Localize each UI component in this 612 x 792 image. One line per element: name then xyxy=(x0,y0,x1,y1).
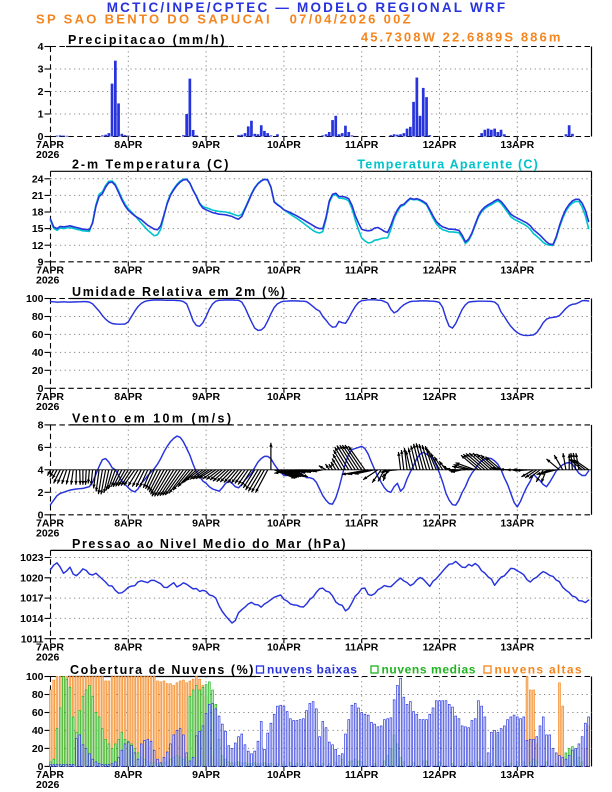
svg-text:4: 4 xyxy=(38,41,44,53)
svg-text:7APR: 7APR xyxy=(36,391,64,403)
svg-text:100: 100 xyxy=(26,293,44,305)
svg-text:2026: 2026 xyxy=(36,149,60,161)
svg-text:nuvens baixas: nuvens baixas xyxy=(267,662,358,676)
svg-text:7APR: 7APR xyxy=(36,641,64,653)
svg-text:12: 12 xyxy=(32,240,44,252)
svg-text:8APR: 8APR xyxy=(114,391,142,403)
svg-text:2026: 2026 xyxy=(36,274,60,286)
svg-text:12APR: 12APR xyxy=(423,139,457,151)
svg-text:8APR: 8APR xyxy=(114,769,142,781)
svg-text:2: 2 xyxy=(38,86,44,98)
svg-text:21: 21 xyxy=(32,190,44,202)
svg-text:60: 60 xyxy=(32,329,44,341)
svg-text:10APR: 10APR xyxy=(267,769,301,781)
svg-text:1017: 1017 xyxy=(20,593,44,605)
svg-text:10APR: 10APR xyxy=(267,139,301,151)
svg-text:2-m Temperatura (C): 2-m Temperatura (C) xyxy=(72,158,230,172)
svg-text:12APR: 12APR xyxy=(423,264,457,276)
svg-text:nuvens altas: nuvens altas xyxy=(495,662,583,676)
svg-text:20: 20 xyxy=(32,743,44,755)
svg-text:11APR: 11APR xyxy=(345,139,379,151)
svg-text:Pressao ao Nivel Medio do Mar: Pressao ao Nivel Medio do Mar (hPa) xyxy=(72,537,347,551)
svg-text:40: 40 xyxy=(32,725,44,737)
svg-text:80: 80 xyxy=(32,311,44,323)
svg-text:100: 100 xyxy=(26,671,44,683)
svg-text:13APR: 13APR xyxy=(500,139,534,151)
svg-text:8APR: 8APR xyxy=(114,517,142,529)
svg-text:8: 8 xyxy=(38,420,44,432)
svg-text:60: 60 xyxy=(32,707,44,719)
svg-text:20: 20 xyxy=(32,365,44,377)
svg-text:6: 6 xyxy=(38,442,44,454)
svg-text:1: 1 xyxy=(38,109,44,121)
svg-text:10APR: 10APR xyxy=(267,391,301,403)
svg-text:12APR: 12APR xyxy=(423,391,457,403)
svg-text:12APR: 12APR xyxy=(423,769,457,781)
svg-text:7APR: 7APR xyxy=(36,517,64,529)
svg-text:11APR: 11APR xyxy=(345,641,379,653)
svg-text:nuvens medias: nuvens medias xyxy=(382,662,477,676)
svg-text:9APR: 9APR xyxy=(192,139,220,151)
svg-text:80: 80 xyxy=(32,689,44,701)
svg-text:9APR: 9APR xyxy=(192,264,220,276)
svg-text:10APR: 10APR xyxy=(267,641,301,653)
svg-text:9APR: 9APR xyxy=(192,769,220,781)
svg-text:8APR: 8APR xyxy=(114,139,142,151)
svg-text:2026: 2026 xyxy=(36,779,60,791)
svg-text:7APR: 7APR xyxy=(36,769,64,781)
svg-text:8APR: 8APR xyxy=(114,264,142,276)
svg-text:12APR: 12APR xyxy=(423,517,457,529)
svg-text:Vento em 10m (m/s): Vento em 10m (m/s) xyxy=(72,411,234,425)
svg-text:7APR: 7APR xyxy=(36,264,64,276)
svg-text:45.7308W 22.6889S 886m: 45.7308W 22.6889S 886m xyxy=(361,30,563,45)
svg-text:11APR: 11APR xyxy=(345,391,379,403)
svg-text:18: 18 xyxy=(32,207,44,219)
svg-text:13APR: 13APR xyxy=(500,264,534,276)
svg-text:2: 2 xyxy=(38,487,44,499)
svg-text:10APR: 10APR xyxy=(267,264,301,276)
svg-text:1014: 1014 xyxy=(20,613,44,625)
svg-text:SP SAO BENTO DO SAPUCAI 07/0: SP SAO BENTO DO SAPUCAI 07/04/2026 00Z xyxy=(36,11,413,26)
svg-text:Precipitacao (mm/h): Precipitacao (mm/h) xyxy=(68,33,227,47)
svg-text:40: 40 xyxy=(32,347,44,359)
svg-text:1020: 1020 xyxy=(20,572,44,584)
svg-text:0: 0 xyxy=(38,131,44,143)
svg-text:0: 0 xyxy=(38,761,44,773)
svg-text:Cobertura de Nuvens (%): Cobertura de Nuvens (%) xyxy=(70,663,255,677)
svg-text:8APR: 8APR xyxy=(114,641,142,653)
svg-text:24: 24 xyxy=(32,173,44,185)
svg-text:9APR: 9APR xyxy=(192,391,220,403)
svg-text:1023: 1023 xyxy=(20,552,44,564)
svg-text:12APR: 12APR xyxy=(423,641,457,653)
svg-text:Temperatura Aparente (C): Temperatura Aparente (C) xyxy=(357,158,539,172)
svg-text:MCTIC/INPE/CPTEC — MODELO REGI: MCTIC/INPE/CPTEC — MODELO REGIONAL WRF xyxy=(107,0,508,15)
svg-text:Umidade Relativa em 2m (%): Umidade Relativa em 2m (%) xyxy=(72,285,287,299)
svg-text:9: 9 xyxy=(38,256,44,268)
svg-text:11APR: 11APR xyxy=(345,769,379,781)
svg-text:0: 0 xyxy=(38,509,44,521)
svg-text:13APR: 13APR xyxy=(500,391,534,403)
svg-text:10APR: 10APR xyxy=(267,517,301,529)
svg-text:13APR: 13APR xyxy=(500,641,534,653)
svg-text:2026: 2026 xyxy=(36,651,60,663)
svg-text:15: 15 xyxy=(32,223,44,235)
svg-text:3: 3 xyxy=(38,64,44,76)
svg-text:13APR: 13APR xyxy=(500,517,534,529)
svg-text:13APR: 13APR xyxy=(500,769,534,781)
svg-text:1011: 1011 xyxy=(21,633,44,645)
svg-text:0: 0 xyxy=(38,383,44,395)
svg-text:11APR: 11APR xyxy=(345,264,379,276)
svg-text:4: 4 xyxy=(38,464,44,476)
svg-text:2026: 2026 xyxy=(36,401,60,413)
svg-text:2026: 2026 xyxy=(36,527,60,539)
svg-text:9APR: 9APR xyxy=(192,641,220,653)
svg-text:9APR: 9APR xyxy=(192,517,220,529)
svg-text:7APR: 7APR xyxy=(36,139,64,151)
svg-text:11APR: 11APR xyxy=(345,517,379,529)
